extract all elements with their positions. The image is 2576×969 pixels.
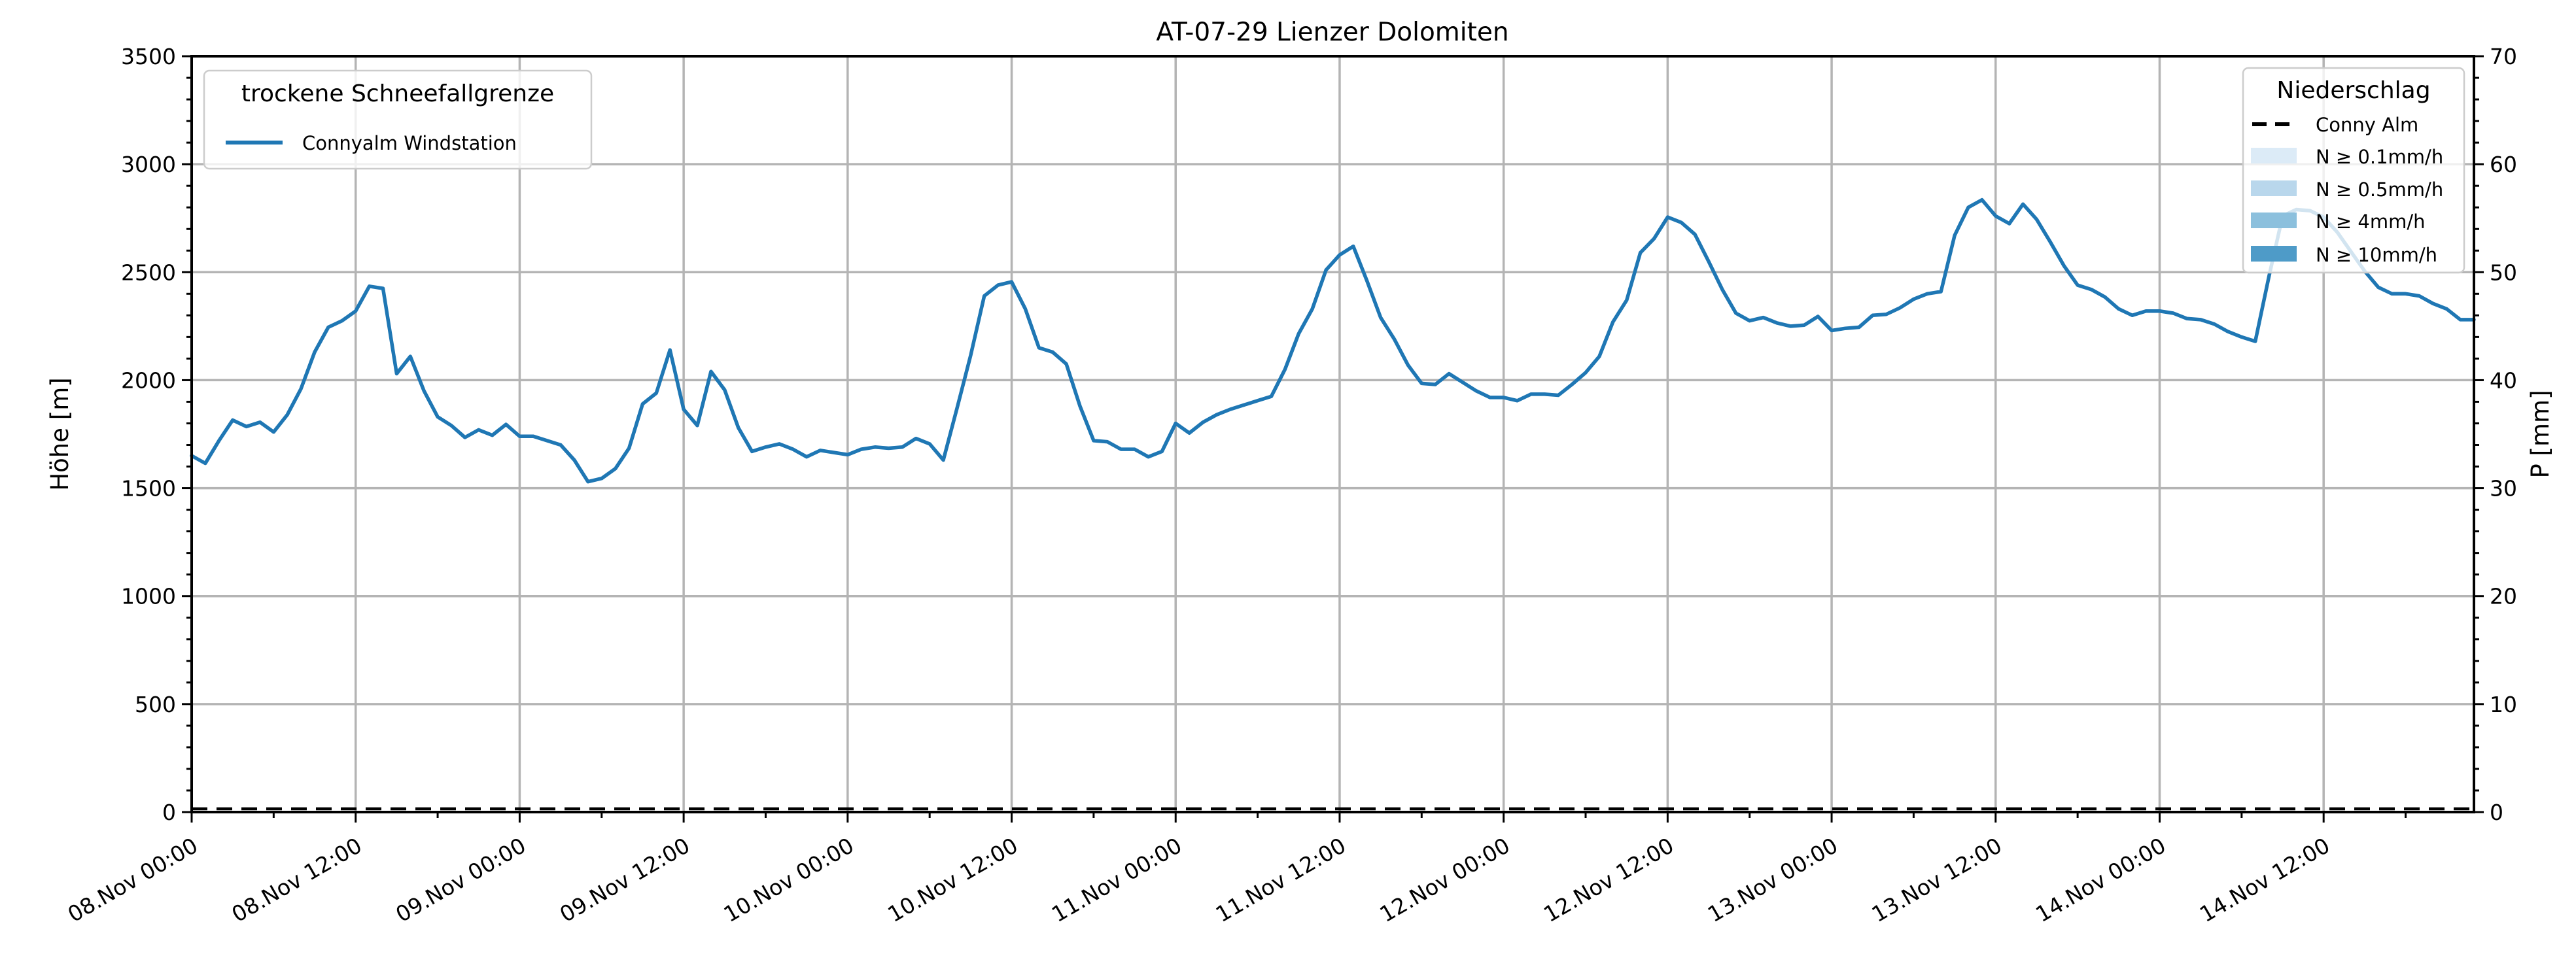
- legend-snowline: trockene Schneefallgrenze Connyalm Winds…: [203, 69, 593, 170]
- y-tick-label-right: 0: [2490, 800, 2503, 825]
- x-tick-label: 14.Nov 12:00: [2195, 832, 2334, 927]
- legend-precip-entry-label: N ≥ 0.5mm/h: [2316, 178, 2443, 201]
- legend-snowline-entry-label: Connyalm Windstation: [302, 132, 517, 154]
- x-tick-label: 11.Nov 00:00: [1047, 832, 1186, 927]
- x-tick-label: 14.Nov 00:00: [2031, 832, 2170, 927]
- legend-precip-entry-label: N ≥ 10mm/h: [2316, 244, 2437, 266]
- y-tick-label-right: 20: [2490, 584, 2517, 609]
- y-tick-label-right: 70: [2490, 44, 2517, 69]
- x-tick-label: 10.Nov 12:00: [883, 832, 1022, 927]
- legend-precip-box: [2242, 67, 2465, 274]
- grid-layer: [192, 56, 2474, 812]
- x-tick-label: 09.Nov 00:00: [391, 832, 530, 927]
- precip-intensity-swatch-1: [2251, 148, 2297, 163]
- y-axis-label-right: P [mm]: [2526, 390, 2554, 478]
- precip-intensity-swatch-2: [2251, 180, 2297, 196]
- legend-precip-entry-label: Conny Alm: [2316, 114, 2418, 136]
- x-tick-label: 08.Nov 12:00: [228, 832, 366, 927]
- legend-snowline-title: trockene Schneefallgrenze: [241, 80, 554, 107]
- y-tick-label-left: 1500: [121, 476, 176, 502]
- axes-layer: 0 500 1000 1500 2000 2500 3000 3500 0 10 20 30 40 50 6…: [63, 44, 2517, 927]
- x-tick-label: 11.Nov 12:00: [1211, 832, 1350, 927]
- y-tick-label-left: 3500: [121, 44, 176, 69]
- y-tick-label-left: 3000: [121, 152, 176, 177]
- y-tick-label-left: 2000: [121, 367, 176, 393]
- y-tick-label-left: 500: [135, 692, 176, 717]
- x-tick-label: 13.Nov 00:00: [1703, 832, 1842, 927]
- legend-precip-title: Niederschlag: [2276, 77, 2430, 104]
- x-tick-label: 12.Nov 00:00: [1375, 832, 1514, 927]
- legend-precip-entry-label: N ≥ 0.1mm/h: [2316, 146, 2443, 168]
- legend-precip-entry-label: N ≥ 4mm/h: [2316, 211, 2426, 233]
- y-tick-label-left: 0: [162, 800, 176, 825]
- y-tick-label-right: 60: [2490, 152, 2517, 177]
- y-tick-label-left: 2500: [121, 260, 176, 285]
- plot-border: [190, 55, 2475, 813]
- legend-snowline-box: [203, 69, 593, 170]
- x-tick-label: 12.Nov 12:00: [1539, 832, 1678, 927]
- x-tick-label: 09.Nov 12:00: [555, 832, 694, 927]
- y-tick-label-right: 40: [2490, 367, 2517, 393]
- x-tick-label: 10.Nov 00:00: [720, 832, 858, 927]
- snowline-series-path: [190, 197, 2476, 484]
- x-tick-label: 08.Nov 00:00: [63, 832, 202, 927]
- chart-title: AT-07-29 Lienzer Dolomiten: [1156, 18, 1508, 47]
- series-layer: [190, 197, 2476, 811]
- y-tick-label-right: 10: [2490, 692, 2517, 717]
- precip-intensity-swatch-3: [2251, 212, 2297, 228]
- y-tick-label-left: 1000: [121, 584, 176, 609]
- y-axis-label-left: Höhe [m]: [46, 377, 74, 490]
- x-tick-label: 13.Nov 12:00: [1868, 832, 2006, 927]
- legend-precip: Niederschlag Conny Alm N ≥ 0.1mm/h N ≥ 0…: [2242, 67, 2465, 274]
- precip-intensity-swatch-4: [2251, 246, 2297, 262]
- y-tick-label-right: 50: [2490, 260, 2517, 285]
- y-tick-label-right: 30: [2490, 476, 2517, 502]
